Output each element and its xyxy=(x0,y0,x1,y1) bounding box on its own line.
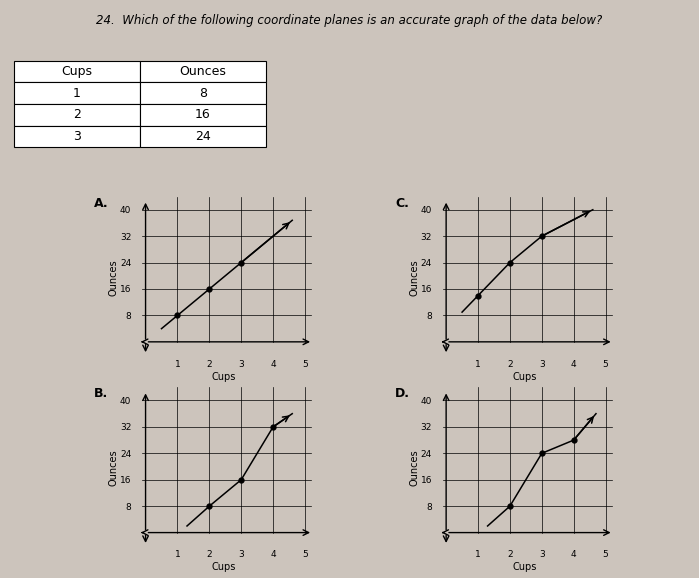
Text: A.: A. xyxy=(94,197,109,209)
Y-axis label: Ounces: Ounces xyxy=(409,450,419,487)
Text: C.: C. xyxy=(395,197,409,209)
Text: D.: D. xyxy=(395,387,410,400)
X-axis label: Cups: Cups xyxy=(212,562,236,572)
Y-axis label: Ounces: Ounces xyxy=(108,450,119,487)
Text: 24.  Which of the following coordinate planes is an accurate graph of the data b: 24. Which of the following coordinate pl… xyxy=(96,14,603,27)
Y-axis label: Ounces: Ounces xyxy=(409,259,419,296)
X-axis label: Cups: Cups xyxy=(212,372,236,381)
Y-axis label: Ounces: Ounces xyxy=(108,259,119,296)
Text: B.: B. xyxy=(94,387,108,400)
X-axis label: Cups: Cups xyxy=(512,372,536,381)
X-axis label: Cups: Cups xyxy=(512,562,536,572)
